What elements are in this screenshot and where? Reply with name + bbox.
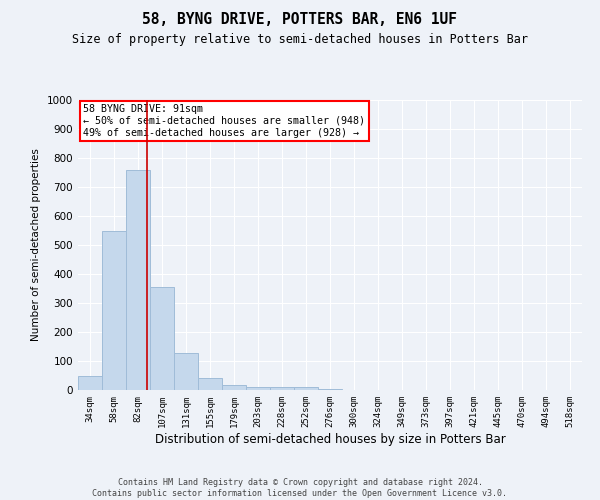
Bar	[294, 387, 318, 390]
Bar	[222, 385, 246, 390]
Y-axis label: Number of semi-detached properties: Number of semi-detached properties	[31, 148, 41, 342]
X-axis label: Distribution of semi-detached houses by size in Potters Bar: Distribution of semi-detached houses by …	[155, 432, 505, 446]
Bar	[150, 287, 174, 390]
Bar	[198, 378, 222, 390]
Bar	[78, 376, 102, 390]
Text: 58, BYNG DRIVE, POTTERS BAR, EN6 1UF: 58, BYNG DRIVE, POTTERS BAR, EN6 1UF	[143, 12, 458, 28]
Bar	[126, 170, 150, 390]
Bar	[246, 387, 270, 390]
Bar	[270, 387, 294, 390]
Text: Contains HM Land Registry data © Crown copyright and database right 2024.
Contai: Contains HM Land Registry data © Crown c…	[92, 478, 508, 498]
Bar	[174, 353, 198, 390]
Text: Size of property relative to semi-detached houses in Potters Bar: Size of property relative to semi-detach…	[72, 32, 528, 46]
Bar	[102, 230, 126, 390]
Bar	[318, 388, 342, 390]
Text: 58 BYNG DRIVE: 91sqm
← 50% of semi-detached houses are smaller (948)
49% of semi: 58 BYNG DRIVE: 91sqm ← 50% of semi-detac…	[83, 104, 365, 138]
